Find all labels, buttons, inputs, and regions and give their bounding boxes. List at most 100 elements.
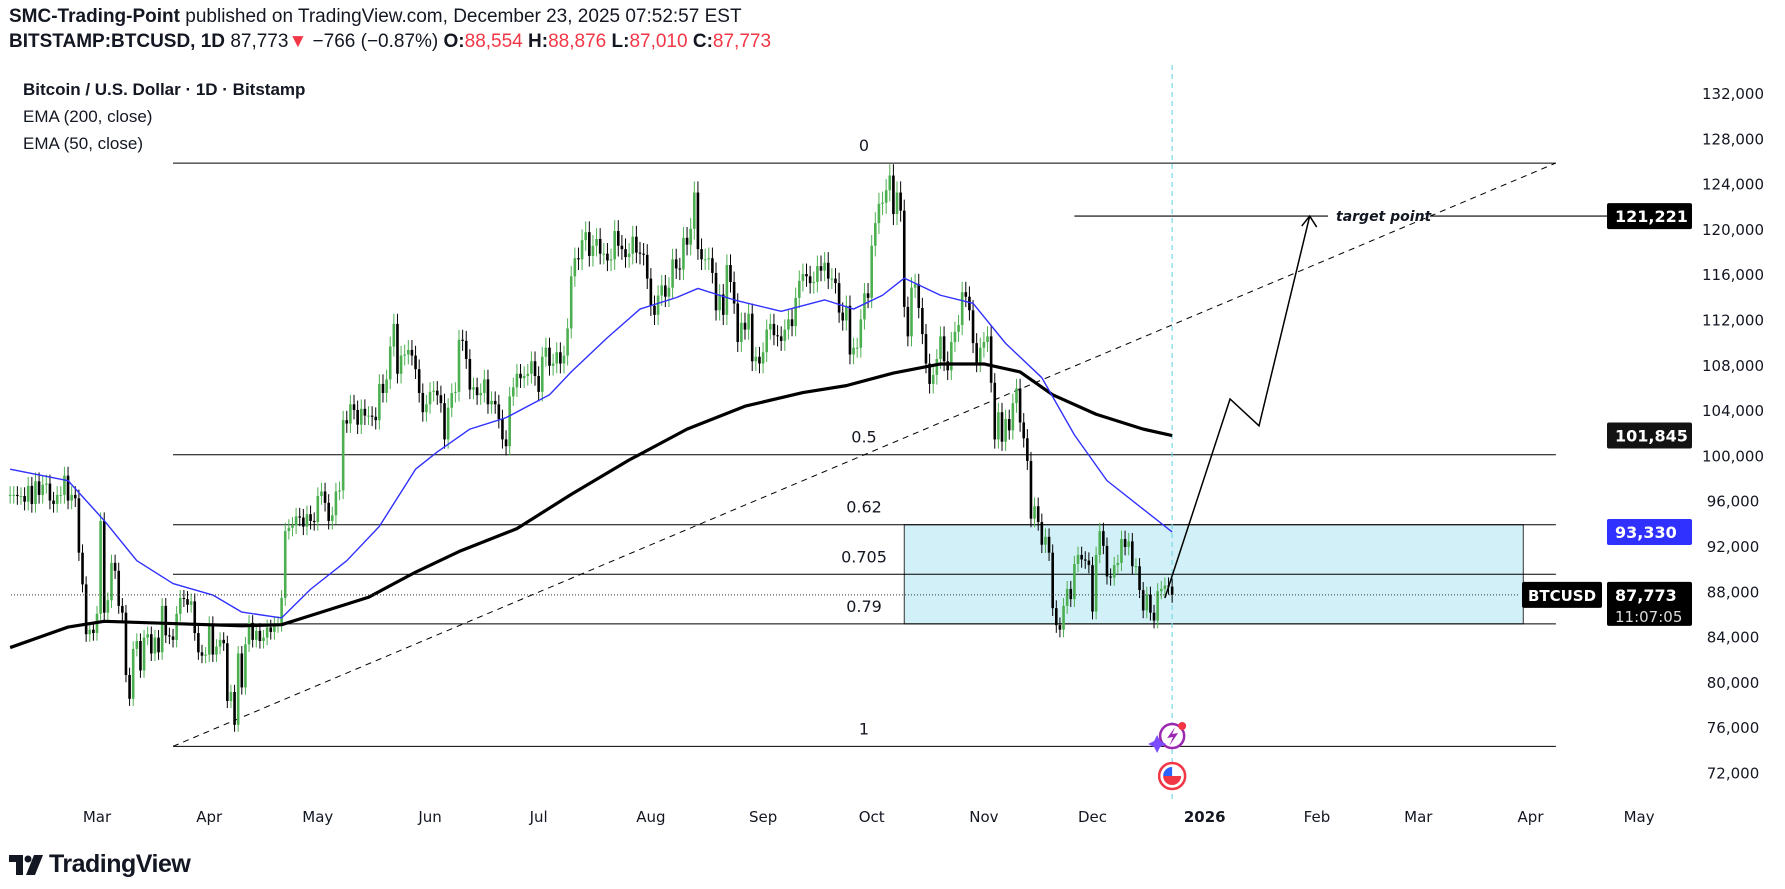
candle xyxy=(559,342,562,374)
candle-body xyxy=(8,494,12,496)
candle xyxy=(1112,556,1116,586)
candle-body xyxy=(218,639,222,647)
candle xyxy=(721,284,725,326)
candle xyxy=(403,344,406,366)
candle-body xyxy=(761,352,765,364)
candle-body xyxy=(388,346,392,380)
candle-body xyxy=(370,415,374,417)
candle xyxy=(544,337,548,367)
candle-body xyxy=(783,329,787,341)
candle xyxy=(457,329,461,402)
candle-body xyxy=(946,361,949,371)
candle-body xyxy=(968,296,971,311)
candle-body xyxy=(631,236,635,254)
candle xyxy=(175,606,178,648)
candle-body xyxy=(244,644,247,688)
candle xyxy=(218,632,222,655)
candle-body xyxy=(392,323,396,347)
candle xyxy=(667,277,671,308)
candle xyxy=(77,489,81,561)
candle xyxy=(537,366,540,402)
events-lightning-icon[interactable] xyxy=(1148,722,1187,753)
ema200-line[interactable] xyxy=(9,362,1173,650)
candle-body xyxy=(921,308,924,335)
candle-body xyxy=(895,192,899,215)
candle xyxy=(363,399,367,426)
candle xyxy=(102,512,106,621)
candle-body xyxy=(588,232,591,256)
candle-body xyxy=(483,379,486,393)
legend-ema200[interactable]: EMA (200, close) xyxy=(23,107,153,126)
candle xyxy=(493,391,497,414)
candle-body xyxy=(1120,539,1123,563)
author-name[interactable]: SMC-Trading-Point xyxy=(9,6,180,27)
candle-body xyxy=(1152,612,1156,621)
candle xyxy=(562,345,566,374)
candle-body xyxy=(779,336,783,341)
fib-level-label: 0 xyxy=(859,136,869,155)
time-axis-tick: Feb xyxy=(1304,808,1331,826)
candle-body xyxy=(99,520,102,614)
dashed-trendline[interactable] xyxy=(172,162,1557,747)
candle xyxy=(204,647,207,664)
candle-body xyxy=(736,303,740,343)
candle xyxy=(569,265,573,339)
candle-body xyxy=(939,336,942,360)
candle-body xyxy=(117,570,121,606)
candle-body xyxy=(696,192,700,250)
candle-body xyxy=(598,238,602,254)
candle-body xyxy=(863,293,866,320)
candle-body xyxy=(667,287,671,297)
candle xyxy=(837,272,841,323)
candle-body xyxy=(638,252,642,254)
candle-body xyxy=(254,630,258,640)
fib-level-label: 0.5 xyxy=(851,428,876,447)
candle xyxy=(978,337,982,373)
open-value: 88,554 xyxy=(464,31,523,52)
candle-body xyxy=(855,347,859,349)
candle-body xyxy=(671,259,674,288)
candle-body xyxy=(73,494,77,499)
candle-body xyxy=(475,387,479,396)
legend-title[interactable]: Bitcoin / U.S. Dollar · 1D · Bitstamp xyxy=(23,80,306,99)
candle xyxy=(193,593,197,641)
candle-body xyxy=(37,481,41,495)
flag-canton xyxy=(1163,767,1173,776)
candle xyxy=(874,212,877,257)
candle-body xyxy=(1083,559,1087,561)
candle-body xyxy=(964,292,968,297)
candle-body xyxy=(1156,591,1159,621)
candle-body xyxy=(247,622,251,645)
candle-body xyxy=(240,653,244,688)
candle xyxy=(693,181,696,240)
candle-body xyxy=(113,562,117,571)
candle xyxy=(971,300,975,354)
candle-body xyxy=(291,525,294,528)
candle xyxy=(595,228,598,257)
candle-body xyxy=(874,223,877,246)
candle xyxy=(236,645,240,732)
ema50-line[interactable] xyxy=(9,277,1173,619)
candle xyxy=(153,629,157,661)
candle xyxy=(309,505,312,530)
candle xyxy=(475,377,479,405)
candle-body xyxy=(1062,605,1065,630)
us-flag-economic-event-icon[interactable] xyxy=(1157,761,1187,791)
legend-ema50[interactable]: EMA (50, close) xyxy=(23,134,143,153)
projection-path[interactable] xyxy=(1164,215,1311,599)
candle-body xyxy=(950,342,953,371)
candle-body xyxy=(338,490,341,492)
candle xyxy=(776,325,779,347)
candle xyxy=(66,466,70,510)
candle xyxy=(1069,580,1073,608)
down-triangle-icon: ▼ xyxy=(288,31,308,52)
candle-body xyxy=(1123,539,1127,547)
low-label: L: xyxy=(611,31,630,52)
candle xyxy=(37,472,41,504)
candle-body xyxy=(341,420,345,491)
candle-body xyxy=(110,562,113,601)
tradingview-logo[interactable]: TradingView xyxy=(9,850,191,879)
candle xyxy=(1127,532,1130,556)
candle xyxy=(501,409,504,449)
